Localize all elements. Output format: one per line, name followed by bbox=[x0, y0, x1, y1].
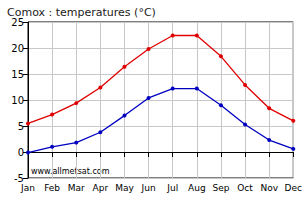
svg-text:Apr: Apr bbox=[93, 183, 109, 193]
svg-text:10: 10 bbox=[11, 95, 24, 106]
svg-text:5: 5 bbox=[18, 121, 24, 132]
svg-text:Jul: Jul bbox=[166, 183, 178, 193]
svg-text:0: 0 bbox=[18, 147, 24, 158]
svg-text:Jun: Jun bbox=[141, 183, 156, 193]
svg-text:www.allmetsat.com: www.allmetsat.com bbox=[31, 167, 110, 176]
svg-text:Mar: Mar bbox=[68, 183, 85, 193]
svg-text:Comox : temperatures (°C): Comox : temperatures (°C) bbox=[7, 6, 156, 19]
svg-text:20: 20 bbox=[11, 43, 24, 54]
svg-text:Aug: Aug bbox=[188, 183, 206, 193]
svg-text:Nov: Nov bbox=[260, 183, 278, 193]
svg-text:Oct: Oct bbox=[237, 183, 253, 193]
svg-text:Jan: Jan bbox=[20, 183, 35, 193]
svg-text:-5: -5 bbox=[14, 172, 24, 184]
svg-text:15: 15 bbox=[11, 69, 24, 80]
svg-text:May: May bbox=[115, 183, 134, 193]
svg-text:25: 25 bbox=[11, 16, 24, 28]
svg-text:Sep: Sep bbox=[212, 183, 229, 193]
svg-text:Dec: Dec bbox=[285, 183, 302, 193]
svg-text:Feb: Feb bbox=[44, 183, 60, 193]
